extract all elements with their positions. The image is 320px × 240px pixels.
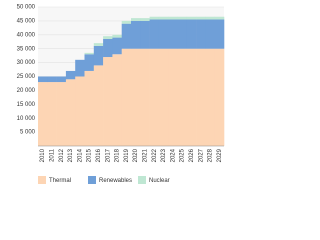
area-segment <box>214 19 225 49</box>
area-segment <box>47 76 57 83</box>
area-segment <box>214 48 225 147</box>
area-segment <box>75 59 85 77</box>
area-segment <box>177 48 188 147</box>
area-segment <box>158 48 169 147</box>
x-tick-label: 2017 <box>105 148 111 162</box>
x-tick-label: 2015 <box>87 148 93 162</box>
y-tick-label: 10 000 <box>17 116 36 122</box>
area-segment <box>140 48 150 147</box>
area-segment <box>196 48 206 147</box>
area-segment <box>140 20 150 49</box>
x-tick-label: 2016 <box>96 148 102 162</box>
area-segment <box>205 48 215 147</box>
area-segment <box>196 16 206 20</box>
x-tick-label: 2026 <box>189 148 195 162</box>
x-tick-label: 2022 <box>152 148 158 162</box>
area-segment <box>84 54 95 71</box>
area-segment <box>65 79 76 146</box>
area-segment <box>168 16 178 20</box>
area-segment <box>131 20 141 49</box>
area-segment <box>93 65 104 146</box>
legend-swatch <box>138 176 146 184</box>
area-segment <box>186 16 197 20</box>
x-tick-label: 2027 <box>198 148 204 162</box>
y-tick-label: 35 000 <box>17 46 36 52</box>
y-tick-label: 30 000 <box>17 60 36 66</box>
area-segment <box>121 23 132 49</box>
y-tick-label: 45 000 <box>17 18 36 24</box>
x-tick-label: 2020 <box>133 148 139 162</box>
area-segment <box>205 16 215 20</box>
x-tick-label: 2023 <box>161 148 167 162</box>
x-tick-label: 2014 <box>77 148 83 162</box>
x-tick-label: 2013 <box>68 148 74 162</box>
legend-swatch <box>88 176 96 184</box>
y-tick-label: 25 000 <box>17 74 36 80</box>
area-segment <box>103 38 113 58</box>
area-segment <box>149 16 160 20</box>
y-tick-label: 40 000 <box>17 32 36 38</box>
y-tick-label: 15 000 <box>17 102 36 108</box>
x-tick-label: 2012 <box>59 148 65 162</box>
x-tick-label: 2010 <box>40 148 46 162</box>
area-segment <box>112 34 122 38</box>
legend-label: Thermal <box>49 178 71 184</box>
area-segment <box>38 82 48 146</box>
x-tick-label: 2011 <box>50 148 56 162</box>
area-segment <box>168 48 178 147</box>
area-segment <box>131 18 141 21</box>
y-tick-label: 5 000 <box>20 130 36 136</box>
area-segment <box>121 48 132 147</box>
area-segment <box>196 19 206 49</box>
area-segment <box>56 82 67 146</box>
area-segment <box>103 36 113 39</box>
area-segment <box>140 18 150 21</box>
area-segment <box>84 52 95 55</box>
y-tick-label: 50 000 <box>17 5 36 11</box>
x-tick-label: 2021 <box>143 148 149 162</box>
area-segment <box>84 70 95 146</box>
area-segment <box>158 16 169 20</box>
legend-swatch <box>38 176 46 184</box>
legend-label: Nuclear <box>149 178 170 184</box>
area-segment <box>65 70 76 80</box>
area-segment <box>75 76 85 146</box>
x-tick-label: 2029 <box>217 148 223 162</box>
area-segment <box>93 43 104 46</box>
area-segment <box>38 76 48 83</box>
area-segment <box>112 37 122 55</box>
area-segment <box>121 20 132 24</box>
area-segment <box>149 19 160 49</box>
y-tick-label: 20 000 <box>17 88 36 94</box>
area-segment <box>177 19 188 49</box>
x-tick-label: 2028 <box>208 148 214 162</box>
area-segment <box>103 57 113 146</box>
x-tick-label: 2019 <box>124 148 130 162</box>
chart: 5 000 10 000 15 000 20 000 25 000 30 000 35 00… <box>17 5 225 184</box>
area-segment <box>168 19 178 49</box>
area-segment <box>158 19 169 49</box>
area-segment <box>177 16 188 20</box>
area-segment <box>205 19 215 49</box>
legend-label: Renewables <box>99 178 132 184</box>
area-segment <box>47 82 57 146</box>
x-tick-label: 2024 <box>170 148 176 162</box>
area-segment <box>131 48 141 147</box>
area-segment <box>112 54 122 147</box>
x-tick-label: 2025 <box>180 148 186 162</box>
area-segment <box>149 48 160 147</box>
area-segment <box>186 48 197 147</box>
x-tick-label: 2018 <box>115 148 121 162</box>
area-segment <box>56 76 67 83</box>
area-segment <box>186 19 197 49</box>
area-segment <box>93 45 104 66</box>
area-segment <box>214 16 225 20</box>
